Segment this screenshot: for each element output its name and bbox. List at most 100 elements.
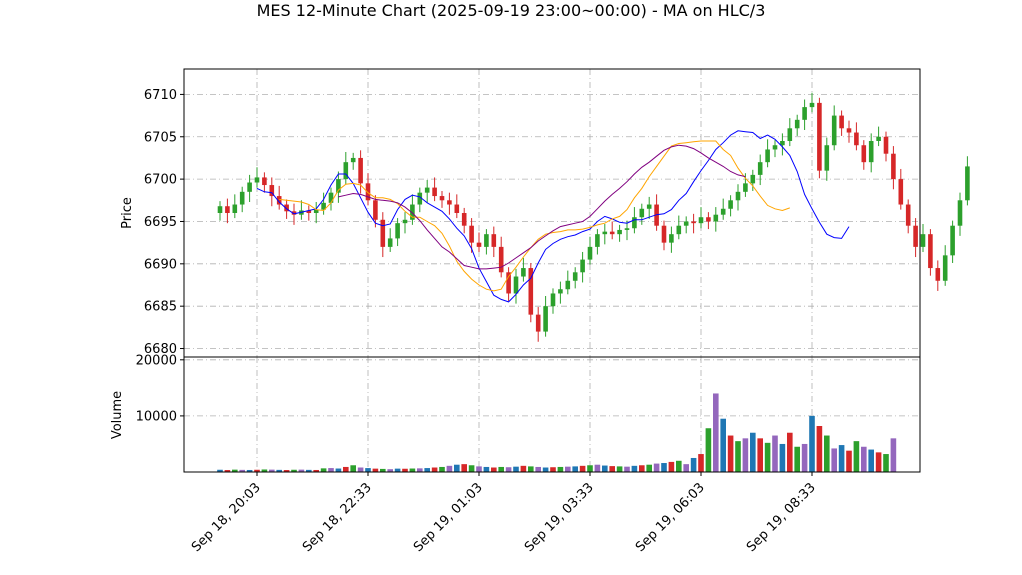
volume-bar xyxy=(246,469,253,472)
price-axis-label: Price xyxy=(120,197,135,229)
volume-bar xyxy=(291,469,297,472)
volume-bar xyxy=(624,466,630,472)
candle-body xyxy=(269,185,275,197)
volume-bar xyxy=(631,465,638,472)
candle-body xyxy=(247,182,252,192)
candle-body xyxy=(595,234,600,247)
candle-body xyxy=(513,276,519,294)
volume-bar xyxy=(542,467,549,472)
volume-bar xyxy=(439,466,445,472)
candle-body xyxy=(609,231,615,235)
candle-body xyxy=(935,268,941,281)
candle-body xyxy=(254,177,260,183)
volume-bar xyxy=(476,466,482,472)
volume-bar xyxy=(787,432,793,472)
candle-body xyxy=(817,102,822,171)
candle-body xyxy=(891,153,896,180)
volume-bar xyxy=(727,435,734,472)
candle-body xyxy=(706,217,711,222)
x-axis-ticks: Sep 18, 20:03 Sep 18, 22:33 Sep 19, 01:03 S… xyxy=(189,472,819,555)
volume-bar xyxy=(446,465,453,472)
candle-body xyxy=(809,102,815,108)
candle-body xyxy=(313,209,319,213)
volume-bar xyxy=(239,469,245,472)
volume-tick-label: 20000 xyxy=(136,353,177,368)
volume-bar xyxy=(505,467,512,472)
moving-averages xyxy=(256,130,850,303)
candle-body xyxy=(476,242,482,247)
candle-body xyxy=(321,202,326,210)
volume-bar xyxy=(276,469,282,472)
candle-body xyxy=(225,206,230,213)
volume-bar xyxy=(683,464,689,472)
candle-body xyxy=(469,225,474,243)
price-tick-label: 6710 xyxy=(144,88,177,103)
candle-body xyxy=(920,234,926,247)
candle-body xyxy=(861,145,867,163)
volume-bar xyxy=(402,468,408,472)
candle-body xyxy=(624,228,630,230)
candle-body xyxy=(217,206,223,213)
candle-body xyxy=(802,107,807,120)
volume-bar xyxy=(705,428,712,472)
volume-bar xyxy=(468,465,475,472)
price-tick-label: 6705 xyxy=(144,130,177,145)
price-tick-label: 6695 xyxy=(144,215,177,230)
candle-body xyxy=(373,200,378,220)
volume-bar xyxy=(328,468,334,472)
volume-bar xyxy=(387,469,393,472)
volume-bar xyxy=(372,468,379,472)
candle-body xyxy=(913,225,918,247)
volume-bar xyxy=(513,466,519,472)
volume-bar xyxy=(461,464,467,472)
volume-bar xyxy=(557,466,564,472)
candle-body xyxy=(750,174,756,184)
candle-body xyxy=(365,183,371,201)
volume-bar xyxy=(232,469,238,472)
volume-bar xyxy=(283,470,290,472)
candle-body xyxy=(743,183,748,192)
candle-body xyxy=(772,145,778,150)
volume-bar xyxy=(587,465,593,472)
volume-bar xyxy=(668,461,675,472)
candle-body xyxy=(646,204,652,209)
ma-line-3 xyxy=(338,144,746,270)
candle-body xyxy=(691,221,696,224)
volume-bar xyxy=(298,469,305,472)
volume-bar xyxy=(491,467,497,472)
x-tick-label: Sep 18, 22:33 xyxy=(300,480,375,555)
candle-body xyxy=(535,314,541,332)
candle-body xyxy=(328,192,334,203)
volume-bar xyxy=(424,468,430,472)
candle-body xyxy=(713,214,719,222)
candle-body xyxy=(550,293,556,307)
candle-body xyxy=(461,213,467,226)
candle-body xyxy=(876,136,881,141)
volume-bar xyxy=(520,465,527,472)
volume-bar xyxy=(609,466,615,472)
price-tick-label: 6680 xyxy=(144,342,177,357)
volume-bar xyxy=(735,441,741,472)
volume-bar xyxy=(313,469,319,472)
volume-bar xyxy=(572,466,578,472)
candle-body xyxy=(580,259,585,273)
candle-body xyxy=(928,234,933,269)
x-tick-label: Sep 19, 08:33 xyxy=(744,480,819,555)
candle-body xyxy=(380,219,386,247)
volume-bar xyxy=(528,466,534,472)
volume-bar xyxy=(750,432,756,472)
candle-body xyxy=(232,204,238,213)
candle-body xyxy=(239,191,245,205)
candle-body xyxy=(387,238,393,247)
price-grid xyxy=(184,69,920,357)
volume-bar xyxy=(646,464,652,472)
candle-body xyxy=(965,166,970,201)
volume-bar xyxy=(883,454,889,472)
x-tick-label: Sep 18, 20:03 xyxy=(189,480,264,555)
volume-y-ticks: 10000 20000 xyxy=(136,353,184,424)
volume-bar xyxy=(357,467,364,472)
candle-body xyxy=(683,221,689,226)
volume-bar xyxy=(816,426,823,472)
candle-body xyxy=(839,115,844,129)
